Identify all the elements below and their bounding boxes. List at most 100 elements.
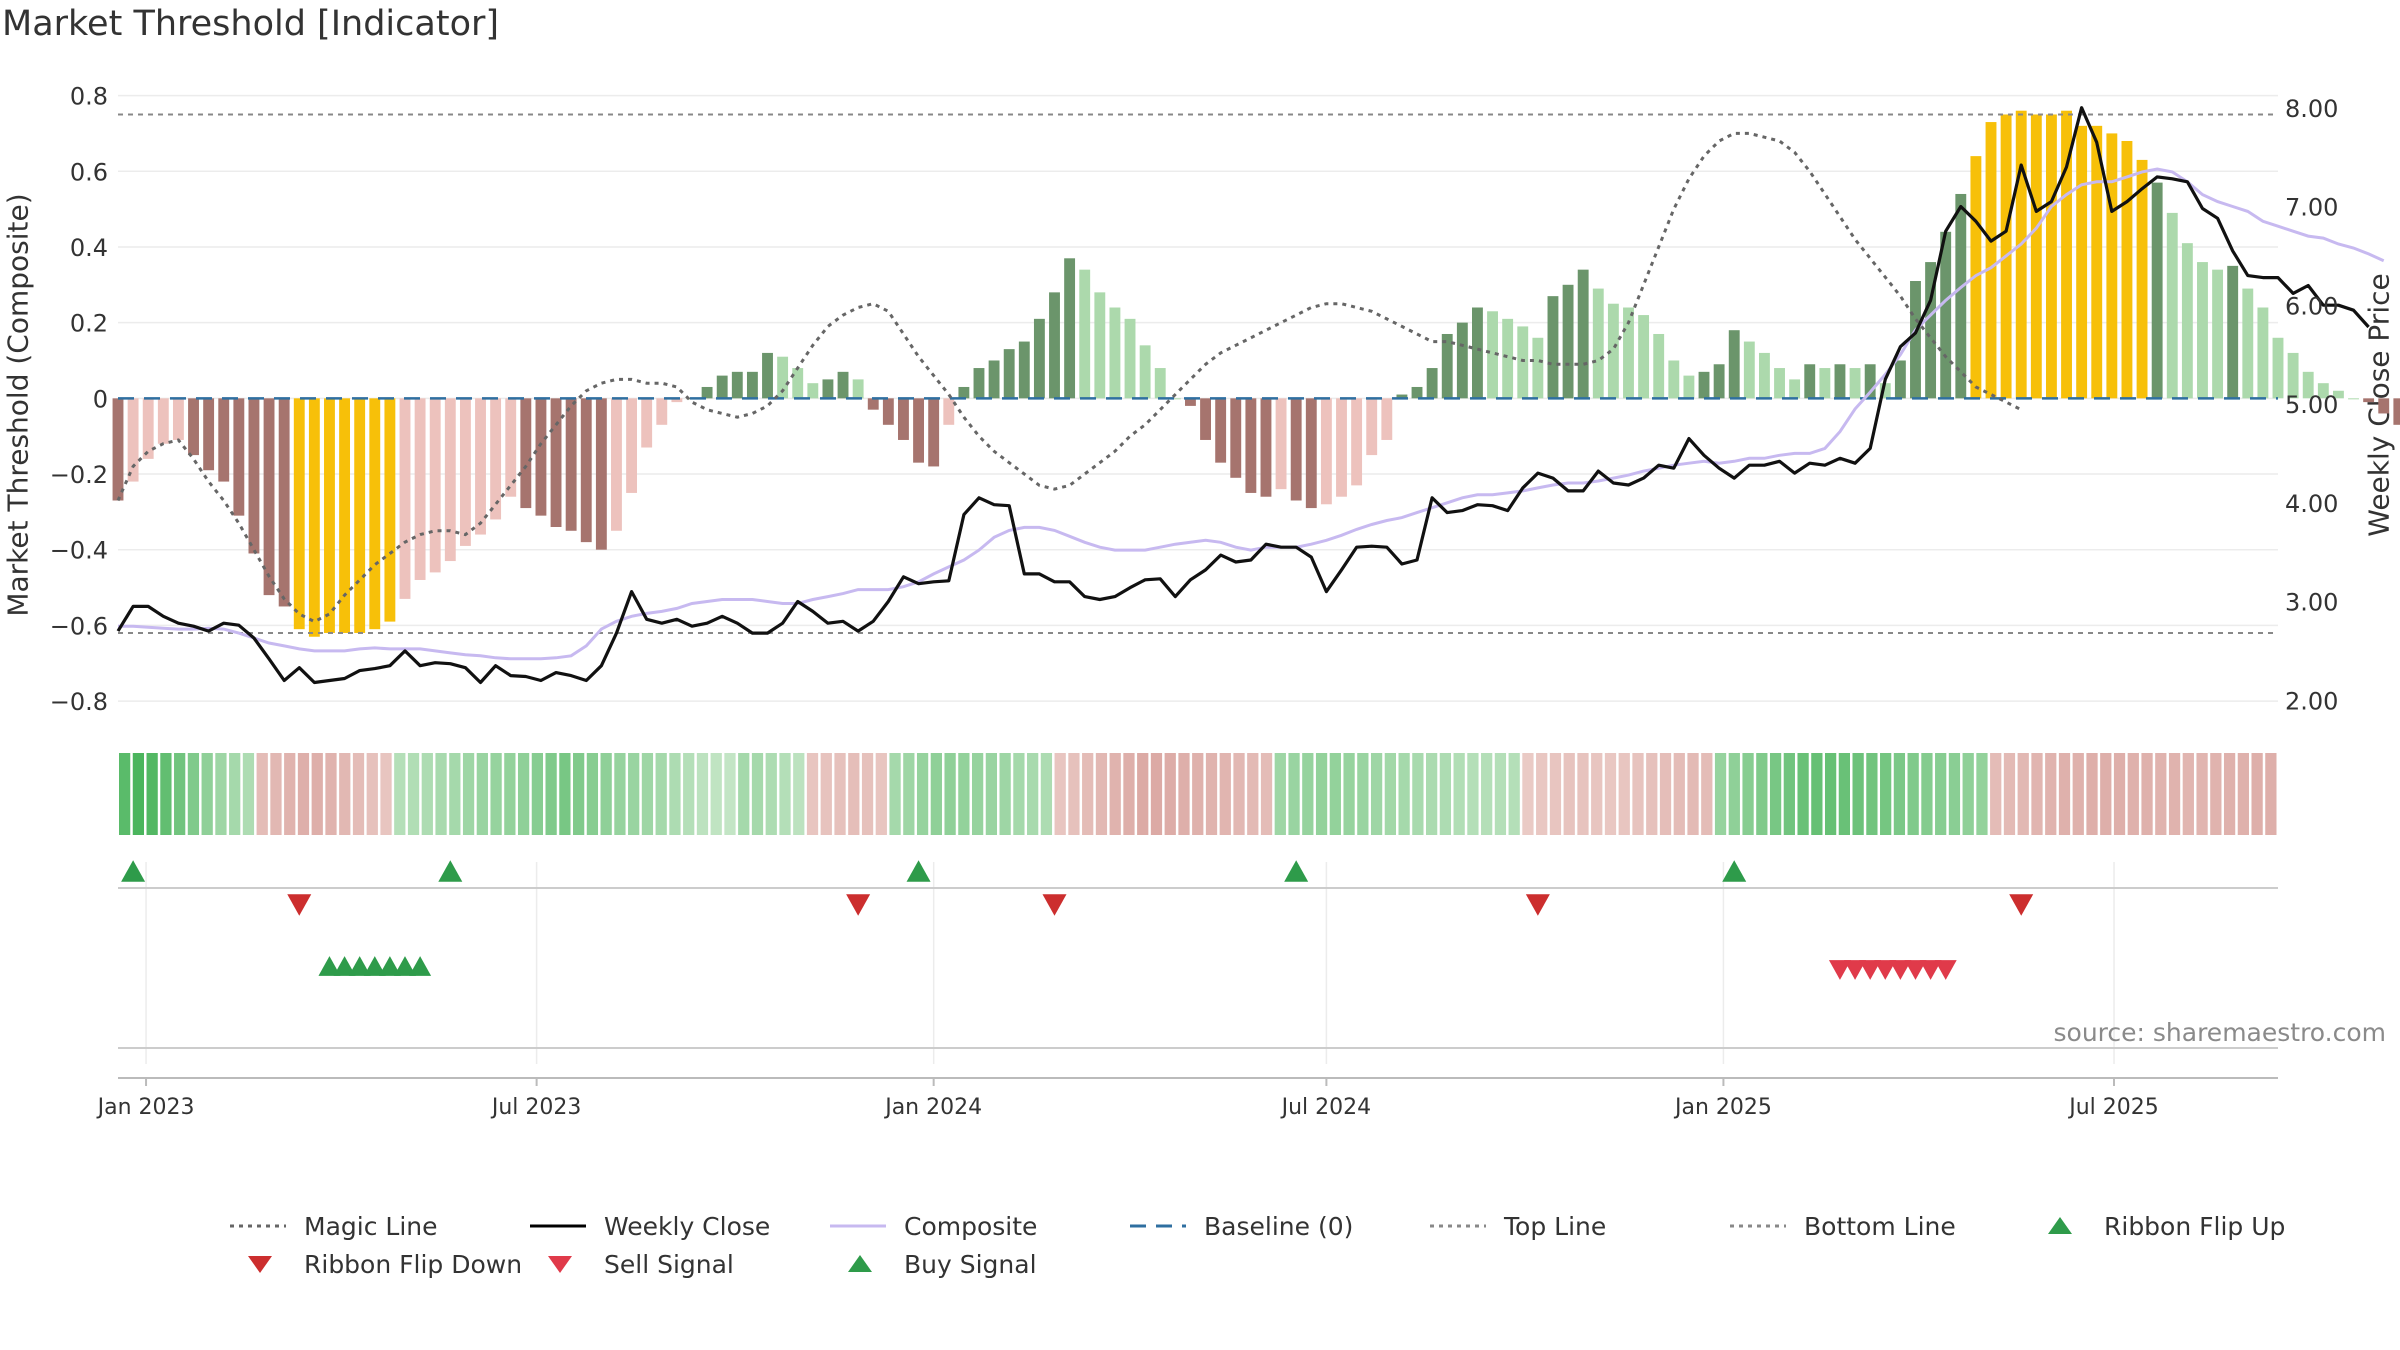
composite-line	[118, 167, 2385, 661]
composite-bar	[1910, 281, 1921, 399]
legend-item-composite[interactable]: Composite	[830, 1208, 1037, 1244]
ribbon-cell	[1783, 753, 1795, 835]
ribbon-cell	[517, 753, 530, 835]
ribbon-cell	[903, 753, 915, 835]
ribbon-flip-up-marker	[318, 956, 341, 976]
ribbon-cell	[2141, 753, 2153, 835]
ribbon-cell	[573, 753, 585, 835]
ribbon-cell	[2265, 753, 2277, 835]
legend-dashed-line-icon	[1130, 1224, 1186, 1228]
ribbon-cell	[215, 753, 227, 835]
composite-bar	[490, 398, 502, 520]
ribbon-cell	[1247, 753, 1259, 835]
ribbon-cell	[848, 753, 860, 835]
ribbon-cell	[1948, 753, 1961, 835]
ribbon-cell	[160, 753, 172, 835]
legend-item-weekly-close[interactable]: Weekly Close	[530, 1208, 770, 1244]
composite-bar	[1638, 315, 1650, 399]
ribbon-cell	[1481, 753, 1493, 835]
ribbon-cell	[1109, 753, 1121, 835]
legend-dotted-line-icon	[1430, 1224, 1486, 1228]
legend-item-ribbon-flip-down[interactable]: Ribbon Flip Down	[230, 1246, 522, 1282]
ribbon-cell	[958, 753, 970, 835]
composite-bar	[475, 398, 486, 535]
ribbon-cell	[1302, 753, 1314, 835]
composite-bar	[1743, 341, 1755, 399]
composite-bar	[354, 398, 366, 633]
ribbon-cell	[1453, 753, 1465, 835]
ribbon-cell	[1068, 753, 1080, 835]
composite-bar	[656, 398, 668, 425]
composite-bar	[928, 398, 940, 467]
ribbon-cell	[751, 753, 764, 835]
x-tick-label: Jul 2023	[490, 1095, 582, 1120]
ribbon-cell	[1343, 753, 1355, 835]
legend-item-ribbon-flip-up[interactable]: Ribbon Flip Up	[2030, 1208, 2285, 1244]
ribbon-cell	[490, 753, 502, 835]
ribbon-cell	[394, 753, 406, 835]
ribbon-cell	[2237, 753, 2249, 835]
composite-bar	[1049, 292, 1060, 399]
composite-bar	[2197, 262, 2208, 399]
composite-bar	[1320, 398, 1332, 505]
composite-bar	[459, 398, 471, 546]
ribbon-cell	[614, 753, 626, 835]
y-left-tick-label: −0.4	[50, 537, 108, 565]
composite-bar	[1653, 333, 1665, 399]
weekly-close-line	[116, 106, 2370, 685]
buy-signal-marker	[906, 860, 931, 882]
ribbon-cell	[1370, 753, 1383, 835]
sell-signal-marker	[1525, 894, 1550, 916]
composite-bar	[2332, 390, 2344, 399]
legend-item-sell-signal[interactable]: Sell Signal	[530, 1246, 734, 1282]
ribbon-cell	[449, 753, 461, 835]
composite-bar	[2076, 125, 2088, 399]
composite-bar	[1003, 349, 1015, 399]
ribbon-cell	[1274, 753, 1286, 835]
x-tick-label: Jan 2025	[1673, 1095, 1772, 1120]
composite-bar	[1819, 368, 1831, 399]
composite-bar	[1290, 398, 1302, 501]
buy-signal-marker	[1722, 860, 1747, 882]
composite-bar	[1834, 364, 1846, 399]
composite-bar	[248, 398, 260, 554]
ribbon-cell	[1976, 753, 1988, 835]
legend-item-top-line[interactable]: Top Line	[1430, 1208, 1606, 1244]
ribbon-cell	[1880, 753, 1892, 835]
ribbon-cell	[1192, 753, 1204, 835]
ribbon-cell	[806, 753, 819, 835]
composite-bar	[1562, 284, 1574, 399]
composite-bar	[641, 398, 653, 448]
sell-signal-marker	[1042, 894, 1067, 916]
composite-bar	[1894, 360, 1906, 399]
composite-bar	[2212, 269, 2224, 399]
x-tick-label: Jul 2025	[2067, 1095, 2159, 1120]
y-left-tick-label: 0	[93, 385, 108, 413]
legend-item-baseline[interactable]: Baseline (0)	[1130, 1208, 1353, 1244]
ribbon-cell	[2031, 753, 2043, 835]
composite-bar	[2348, 398, 2359, 400]
ribbon-cell	[2155, 753, 2167, 835]
ribbon-cell	[1907, 753, 1919, 835]
composite-bar	[2363, 398, 2375, 403]
ribbon-cell	[1563, 753, 1575, 835]
legend-label: Weekly Close	[604, 1211, 771, 1241]
composite-bar	[2091, 125, 2103, 399]
composite-bar	[399, 398, 411, 599]
composite-bar	[1154, 368, 1166, 399]
composite-bar	[1472, 307, 1483, 399]
ribbon-cell	[1769, 753, 1782, 835]
composite-bar	[1774, 368, 1785, 399]
y-right-tick-label: 5.00	[2285, 391, 2338, 419]
ribbon-cell	[119, 753, 131, 835]
legend-item-magic-line[interactable]: Magic Line	[230, 1208, 438, 1244]
composite-bar	[1985, 122, 1997, 399]
composite-bar	[142, 398, 154, 459]
composite-bar	[1441, 333, 1453, 399]
legend-item-bottom-line[interactable]: Bottom Line	[1730, 1208, 1956, 1244]
composite-bar	[867, 398, 879, 410]
legend-item-buy-signal[interactable]: Buy Signal	[830, 1246, 1037, 1282]
y-right-tick-label: 6.00	[2285, 292, 2338, 320]
ribbon-cell	[985, 753, 998, 835]
